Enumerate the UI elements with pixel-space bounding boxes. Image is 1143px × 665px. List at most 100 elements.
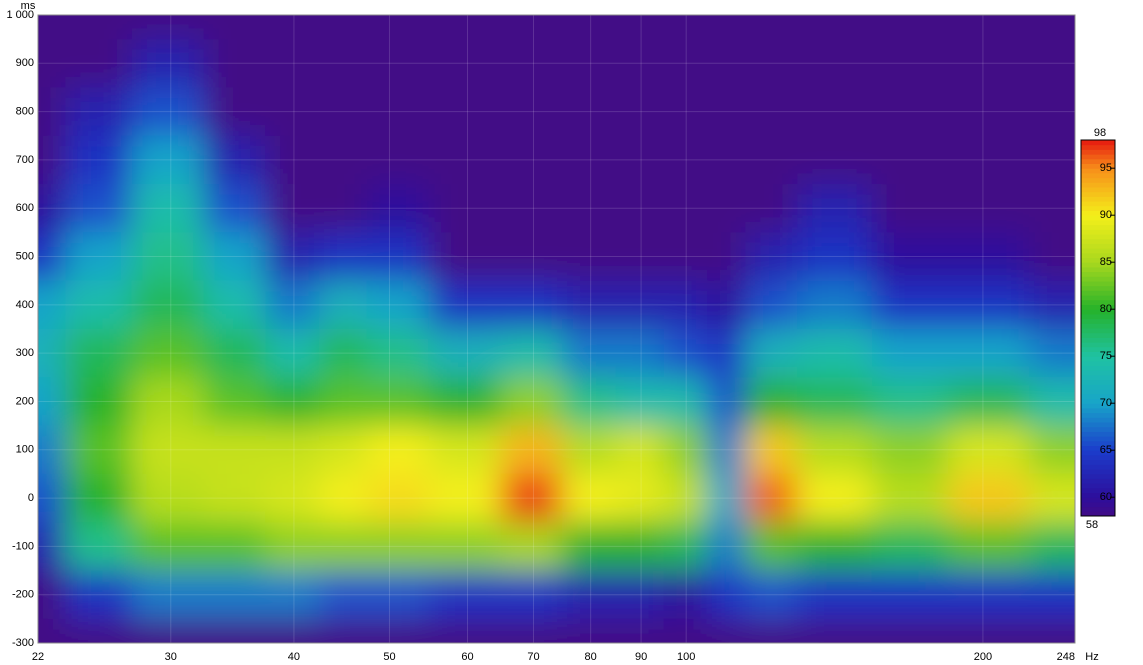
heat-cell bbox=[203, 618, 266, 643]
heat-cell bbox=[38, 39, 66, 88]
heat-cell bbox=[663, 618, 708, 643]
heat-cell bbox=[38, 184, 66, 233]
heat-cell bbox=[706, 184, 747, 233]
colorbar-band bbox=[1081, 403, 1115, 409]
colorbar-band bbox=[1081, 478, 1115, 484]
x-tick-label: 248 bbox=[1057, 651, 1075, 663]
heat-cell bbox=[366, 184, 429, 233]
heat-cell bbox=[131, 184, 205, 233]
heat-cell bbox=[65, 377, 133, 427]
colorbar-band bbox=[1081, 219, 1115, 226]
plot-area bbox=[38, 15, 1075, 643]
heat-cell bbox=[1028, 280, 1075, 330]
heat-cell bbox=[797, 232, 873, 282]
colorbar-tick-label: 65 bbox=[1100, 444, 1112, 456]
x-tick-label: 90 bbox=[635, 651, 647, 663]
heat-cell bbox=[663, 15, 708, 40]
colorbar-band bbox=[1081, 262, 1115, 268]
heat-cell bbox=[203, 15, 266, 40]
heat-cell bbox=[1028, 329, 1075, 378]
heat-cell bbox=[562, 135, 617, 185]
heat-cell bbox=[1028, 39, 1075, 88]
y-unit: ms bbox=[21, 0, 36, 12]
heat-cell bbox=[1028, 87, 1075, 137]
heat-cell bbox=[948, 618, 1030, 643]
colorbar-band bbox=[1081, 168, 1115, 174]
heat-cell bbox=[65, 280, 133, 330]
heat-cell bbox=[131, 570, 205, 620]
colorbar-band bbox=[1081, 351, 1115, 357]
heat-cell bbox=[38, 87, 66, 137]
heat-cell bbox=[366, 618, 429, 643]
heat-cell bbox=[319, 87, 368, 137]
heat-cell bbox=[366, 15, 429, 40]
heat-cell bbox=[203, 135, 266, 185]
heat-cell bbox=[797, 570, 873, 620]
heat-cell bbox=[428, 522, 501, 572]
colorbar-band bbox=[1081, 224, 1115, 230]
heat-cell bbox=[38, 232, 66, 282]
heat-cell bbox=[562, 425, 617, 475]
heat-cell bbox=[562, 329, 617, 378]
colorbar-band bbox=[1081, 304, 1115, 310]
heat-cell bbox=[615, 280, 665, 330]
heat-cell bbox=[663, 135, 708, 185]
x-tick-label: 100 bbox=[677, 651, 695, 663]
heat-cell bbox=[500, 570, 563, 620]
heat-cell bbox=[663, 473, 708, 523]
heat-cell bbox=[797, 135, 873, 185]
heat-cell bbox=[745, 618, 798, 643]
colorbar-band bbox=[1081, 511, 1115, 517]
colorbar-band bbox=[1081, 271, 1115, 277]
heat-cell bbox=[265, 425, 320, 475]
colorbar-band bbox=[1081, 257, 1115, 263]
colorbar-band bbox=[1081, 375, 1115, 381]
heat-cell bbox=[428, 87, 501, 137]
heat-cell bbox=[319, 473, 368, 523]
heat-cell bbox=[948, 232, 1030, 282]
heat-cell bbox=[1028, 184, 1075, 233]
heat-cell bbox=[871, 522, 949, 572]
colorbar-band bbox=[1081, 281, 1115, 287]
heat-cell bbox=[562, 618, 617, 643]
colorbar-band bbox=[1081, 140, 1115, 146]
heat-cell bbox=[562, 87, 617, 137]
heat-cell bbox=[948, 15, 1030, 40]
heat-cell bbox=[615, 232, 665, 282]
colorbar-band bbox=[1081, 346, 1115, 352]
heat-cell bbox=[203, 280, 266, 330]
heat-cell bbox=[871, 570, 949, 620]
x-tick-label: 22 bbox=[32, 651, 44, 663]
heat-cell bbox=[265, 39, 320, 88]
y-tick-label: 700 bbox=[16, 154, 34, 166]
heat-cell bbox=[745, 522, 798, 572]
heat-cell bbox=[663, 280, 708, 330]
heat-cell bbox=[615, 87, 665, 137]
heat-cell bbox=[948, 39, 1030, 88]
heat-cell bbox=[500, 329, 563, 378]
heat-cell bbox=[797, 618, 873, 643]
x-tick-label: 200 bbox=[974, 651, 992, 663]
heat-cell bbox=[265, 15, 320, 40]
colorbar-band bbox=[1081, 229, 1115, 235]
heat-cell bbox=[428, 329, 501, 378]
colorbar-band bbox=[1081, 163, 1115, 169]
heat-cell bbox=[871, 280, 949, 330]
grid bbox=[38, 15, 1075, 643]
heat-cell bbox=[500, 522, 563, 572]
heat-cell bbox=[65, 329, 133, 378]
heat-cell bbox=[203, 570, 266, 620]
colorbar-band bbox=[1081, 191, 1115, 197]
y-tick-label: 500 bbox=[16, 250, 34, 262]
heat-cell bbox=[871, 329, 949, 378]
colorbar-band bbox=[1081, 370, 1115, 376]
colorbar-band bbox=[1081, 196, 1115, 202]
heat-cell bbox=[797, 15, 873, 40]
heat-cell bbox=[131, 280, 205, 330]
colorbar-band bbox=[1081, 464, 1115, 470]
heat-cell bbox=[65, 39, 133, 88]
heat-cell bbox=[65, 184, 133, 233]
heat-cell bbox=[615, 377, 665, 427]
heat-cell bbox=[65, 425, 133, 475]
x-tick-label: 50 bbox=[383, 651, 395, 663]
